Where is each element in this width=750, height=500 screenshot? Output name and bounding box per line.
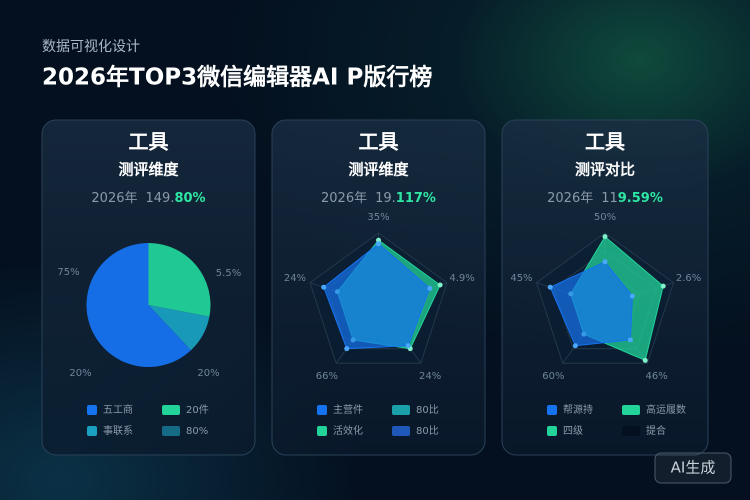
annotation: 75% bbox=[57, 267, 79, 278]
legend-swatch bbox=[392, 426, 410, 436]
legend-label: 20件 bbox=[186, 404, 209, 416]
legend-swatch bbox=[317, 426, 327, 436]
legend-label: 主营件 bbox=[333, 403, 363, 416]
axis-label: 50% bbox=[594, 212, 616, 223]
badge: AI生成 bbox=[671, 459, 716, 477]
subtitle: 数据可视化设计 bbox=[42, 39, 140, 55]
axis-label: 2.6% bbox=[676, 273, 701, 284]
legend-label: 高运履数 bbox=[646, 403, 686, 416]
radar-point bbox=[344, 346, 350, 352]
radar-point bbox=[405, 343, 411, 349]
card-value: 2026年 149.80% bbox=[91, 191, 205, 206]
legend-swatch bbox=[622, 426, 640, 436]
card-subtitle: 测评维度 bbox=[118, 161, 179, 179]
legend-swatch bbox=[162, 405, 180, 415]
axis-label: 60% bbox=[542, 371, 564, 382]
axis-label: 45% bbox=[510, 273, 532, 284]
value-part: 149. bbox=[146, 191, 175, 206]
value-part: 2026年 bbox=[321, 191, 367, 206]
annotation: 20% bbox=[197, 368, 219, 379]
radar-point bbox=[427, 285, 433, 291]
value-part: 19. bbox=[375, 191, 396, 206]
radar-point bbox=[627, 337, 633, 343]
axis-label: 4.9% bbox=[449, 273, 474, 284]
pie-slice bbox=[148, 305, 210, 351]
legend-label: 80% bbox=[186, 426, 208, 437]
badge-box bbox=[654, 452, 732, 484]
axis-label: 35% bbox=[367, 212, 389, 223]
axis-label: 66% bbox=[316, 371, 338, 382]
legend-label: 活效化 bbox=[333, 424, 363, 437]
value-part: 80% bbox=[174, 191, 205, 206]
card-title: 工具 bbox=[359, 130, 399, 154]
card-value: 2026年 19.117% bbox=[321, 191, 436, 206]
value-part: 2026年 bbox=[91, 191, 137, 206]
legend-swatch bbox=[317, 405, 327, 415]
card-subtitle: 测评对比 bbox=[575, 161, 635, 179]
pie-slice bbox=[148, 243, 211, 317]
value-part: 117% bbox=[396, 191, 436, 206]
radar-point bbox=[602, 259, 608, 265]
legend-label: 事联系 bbox=[103, 424, 133, 437]
card-subtitle: 测评维度 bbox=[348, 161, 409, 179]
legend-swatch bbox=[622, 405, 640, 415]
annotation: 5.5% bbox=[216, 268, 241, 279]
radar-area bbox=[549, 261, 633, 347]
value-part: 11 bbox=[601, 191, 618, 206]
legend-swatch bbox=[392, 405, 410, 415]
legend-label: 四级 bbox=[563, 425, 583, 437]
annotation: 20% bbox=[69, 368, 91, 379]
radar-point bbox=[437, 282, 443, 288]
legend-swatch bbox=[547, 426, 557, 436]
value-part: 2026年 bbox=[547, 191, 593, 206]
pie-slice bbox=[86, 243, 191, 367]
radar-point bbox=[660, 283, 666, 289]
value-part: 9.59% bbox=[618, 191, 663, 206]
radar-point bbox=[629, 293, 635, 299]
radar-point bbox=[376, 241, 381, 247]
legend-label: 帮源持 bbox=[563, 403, 593, 416]
radar-point bbox=[376, 237, 381, 243]
radar-area bbox=[323, 243, 431, 350]
legend-label: 80比 bbox=[416, 404, 439, 416]
card-value: 2026年 119.59% bbox=[547, 191, 663, 206]
radar-point bbox=[547, 284, 553, 290]
title: 2026年TOP3微信编辑器AI P版行榜 bbox=[42, 64, 432, 91]
card-title: 工具 bbox=[129, 130, 169, 154]
radar-point bbox=[572, 343, 578, 349]
radar-point bbox=[642, 357, 648, 363]
axis-label: 24% bbox=[419, 371, 441, 382]
card-title: 工具 bbox=[585, 130, 625, 154]
legend-label: 提合 bbox=[646, 424, 666, 437]
axis-label: 46% bbox=[646, 371, 668, 382]
legend-swatch bbox=[87, 426, 97, 436]
radar-point bbox=[602, 234, 608, 240]
legend-swatch bbox=[87, 405, 97, 415]
legend-swatch bbox=[547, 405, 557, 415]
legend-swatch bbox=[162, 426, 180, 436]
legend-label: 80比 bbox=[416, 425, 439, 437]
legend-label: 五工商 bbox=[103, 403, 133, 416]
radar-point bbox=[321, 284, 327, 290]
axis-label: 24% bbox=[284, 273, 306, 284]
